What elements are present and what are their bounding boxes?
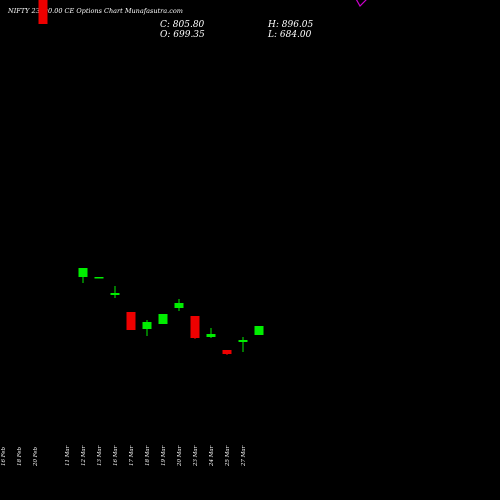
x-tick-label: 20 Feb (33, 446, 39, 467)
x-tick-label: 17 Mar (129, 445, 135, 466)
x-tick-label: 20 Mar (177, 445, 183, 467)
x-tick-label: 23 Mar (193, 445, 199, 467)
candle-body-11 (206, 334, 216, 337)
x-tick-label: 16 Feb (1, 446, 7, 466)
chart-title: NIFTY 23200.00 CE Options Chart Munafasu… (8, 7, 183, 15)
x-tick-label: 12 Mar (81, 445, 87, 466)
high-value: H: 896.05 (268, 20, 314, 30)
x-tick-label: 19 Mar (161, 445, 167, 466)
close-value: C: 805.80 (160, 20, 205, 30)
x-tick-label: 24 Mar (209, 445, 215, 467)
candle-body-14 (254, 326, 264, 335)
low-value: L: 684.00 (268, 30, 312, 40)
candle-body-5 (110, 293, 120, 295)
x-tick-label: 16 Mar (113, 445, 119, 466)
candle-body-3 (78, 268, 88, 277)
candle-body-13 (238, 340, 248, 342)
candle-body-12 (222, 350, 232, 354)
x-tick-label: 27 Mar (241, 445, 247, 467)
candle-body-1 (38, 0, 48, 24)
candle-body-10 (190, 316, 200, 338)
lower-band-line (355, 0, 367, 7)
x-tick-label: 11 Mar (65, 445, 71, 466)
candle-body-6 (126, 312, 136, 330)
candle-body-9 (174, 303, 184, 308)
candle-body-8 (158, 314, 168, 324)
x-tick-label: 18 Mar (145, 445, 151, 466)
x-tick-label: 18 Feb (17, 446, 23, 466)
x-tick-label: 25 Mar (225, 445, 231, 467)
x-tick-label: 13 Mar (97, 445, 103, 466)
open-value: O: 699.35 (160, 30, 205, 40)
candle-body-4 (94, 277, 104, 279)
candle-body-7 (142, 322, 152, 329)
